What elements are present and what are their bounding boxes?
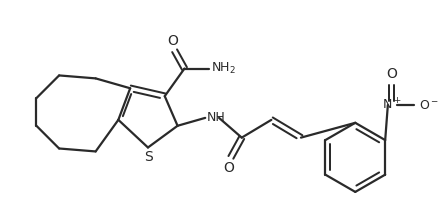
Text: O: O <box>167 34 178 48</box>
Text: NH$_2$: NH$_2$ <box>211 61 236 76</box>
Text: O: O <box>386 67 397 81</box>
Text: N$^+$: N$^+$ <box>382 97 401 113</box>
Text: O$^-$: O$^-$ <box>420 99 440 112</box>
Text: O: O <box>223 161 235 175</box>
Text: S: S <box>145 150 154 164</box>
Text: NH: NH <box>207 111 226 124</box>
